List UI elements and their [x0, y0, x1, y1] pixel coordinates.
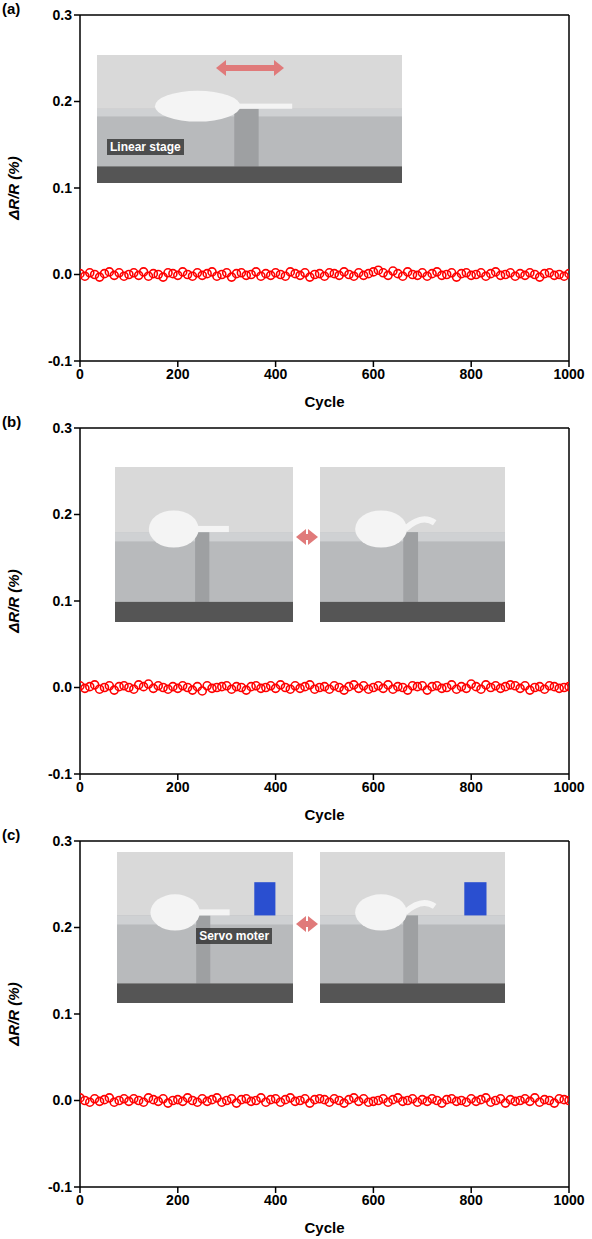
svg-text:-0.1: -0.1 — [48, 766, 72, 782]
svg-text:200: 200 — [166, 366, 190, 382]
svg-text:ΔR/R (%): ΔR/R (%) — [5, 569, 22, 633]
svg-text:400: 400 — [264, 1192, 288, 1208]
svg-text:Cycle: Cycle — [304, 1219, 344, 1236]
svg-text:800: 800 — [460, 779, 484, 795]
svg-text:ΔR/R (%): ΔR/R (%) — [5, 982, 22, 1046]
svg-text:200: 200 — [166, 779, 190, 795]
svg-text:0: 0 — [76, 779, 84, 795]
svg-text:800: 800 — [460, 1192, 484, 1208]
svg-text:0.3: 0.3 — [53, 833, 73, 849]
svg-text:ΔR/R (%): ΔR/R (%) — [5, 156, 22, 220]
svg-text:Cycle: Cycle — [304, 393, 344, 410]
html-text:(c): (c) — [2, 826, 21, 843]
svg-text:0.2: 0.2 — [53, 506, 73, 522]
svg-text:0: 0 — [76, 1192, 84, 1208]
html-text:(b): (b) — [2, 413, 22, 430]
svg-text:0.0: 0.0 — [53, 266, 73, 282]
svg-text:600: 600 — [362, 1192, 386, 1208]
svg-text:0.1: 0.1 — [53, 593, 73, 609]
svg-text:800: 800 — [460, 366, 484, 382]
svg-text:-0.1: -0.1 — [48, 353, 72, 369]
svg-text:1000: 1000 — [553, 366, 584, 382]
svg-text:1000: 1000 — [553, 779, 584, 795]
svg-text:0.0: 0.0 — [53, 1092, 73, 1108]
svg-text:0: 0 — [76, 366, 84, 382]
svg-text:600: 600 — [362, 366, 386, 382]
svg-text:400: 400 — [264, 779, 288, 795]
svg-text:0.0: 0.0 — [53, 679, 73, 695]
svg-text:0.1: 0.1 — [53, 1006, 73, 1022]
svg-text:0.2: 0.2 — [53, 919, 73, 935]
svg-text:-0.1: -0.1 — [48, 1179, 72, 1195]
svg-text:400: 400 — [264, 366, 288, 382]
svg-text:0.3: 0.3 — [53, 7, 73, 23]
svg-text:0.2: 0.2 — [53, 93, 73, 109]
html-text:Linear stage: Linear stage — [110, 140, 181, 155]
html-text:Servo moter: Servo moter — [199, 928, 270, 943]
html-text:(a): (a) — [2, 0, 21, 17]
svg-text:0.1: 0.1 — [53, 180, 73, 196]
svg-text:0.3: 0.3 — [53, 420, 73, 436]
svg-text:Cycle: Cycle — [304, 806, 344, 823]
svg-text:1000: 1000 — [553, 1192, 584, 1208]
svg-text:200: 200 — [166, 1192, 190, 1208]
svg-text:600: 600 — [362, 779, 386, 795]
